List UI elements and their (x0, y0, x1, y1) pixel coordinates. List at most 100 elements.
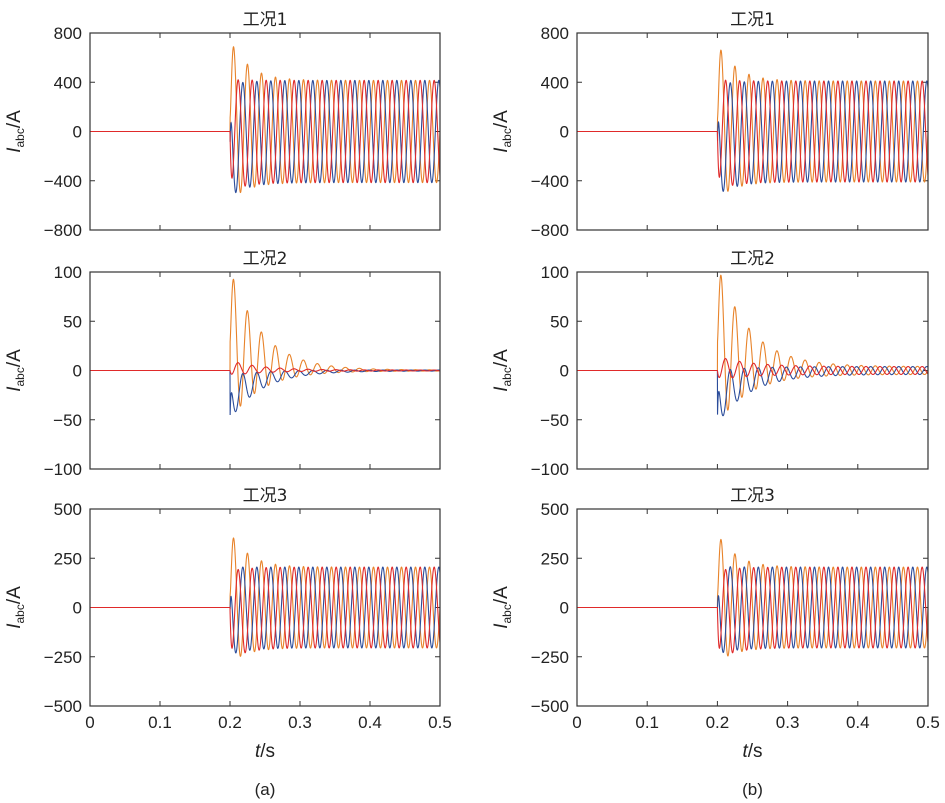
y-axis-label-unit: /A (4, 586, 25, 604)
x-tick-label: 0.5 (916, 713, 940, 732)
x-tick-label: 0.1 (148, 713, 172, 732)
series-line-3 (577, 358, 928, 379)
x-tick-label: 0 (85, 713, 94, 732)
y-axis-label-symbol: I (4, 623, 25, 629)
y-axis-label: Iabc/A (491, 110, 514, 153)
y-tick-label: 500 (54, 500, 82, 519)
x-axis-label-symbol: t (742, 741, 748, 762)
x-axis-label: t/s (255, 741, 275, 762)
panel-caption: (a) (255, 780, 276, 799)
y-tick-label: −250 (531, 648, 569, 667)
axes-frame (89, 271, 441, 470)
y-axis-label: Iabc/A (491, 349, 514, 392)
x-tick-label: 0.5 (428, 713, 452, 732)
y-tick-label: 500 (541, 500, 569, 519)
x-tick-label: 0.3 (776, 713, 800, 732)
series-line-3 (577, 79, 928, 186)
series-line-2 (90, 369, 440, 416)
y-tick-label: 50 (63, 312, 82, 331)
y-tick-label: 50 (550, 312, 569, 331)
panel-title: 工况3 (730, 486, 775, 506)
y-axis-label-symbol: I (491, 147, 512, 153)
y-axis-label-subscript: abc (500, 604, 514, 623)
y-axis-label-subscript: abc (13, 128, 27, 147)
y-axis-label: Iabc/A (491, 586, 514, 629)
y-axis-label-unit: /A (4, 110, 25, 128)
y-axis-label-subscript: abc (500, 128, 514, 147)
y-tick-label: −100 (531, 460, 569, 479)
y-tick-label: −100 (44, 460, 82, 479)
x-tick-label: 0.4 (358, 713, 382, 732)
x-axis-label-symbol: t (255, 741, 261, 762)
y-axis-label-unit: /A (4, 349, 25, 367)
panel-1: 工况1 800 400 0 −400 −800 Iabc/A (4, 10, 441, 240)
y-axis-label: Iabc/A (4, 586, 27, 629)
y-axis-label-symbol: I (4, 147, 25, 153)
x-axis-label-unit: /s (748, 741, 763, 762)
y-tick-label: 100 (541, 263, 569, 282)
y-axis-label-symbol: I (491, 386, 512, 392)
x-tick-label: 0.2 (706, 713, 730, 732)
y-axis-label-subscript: abc (13, 604, 27, 623)
panel-5: 工况2 100 50 0 −50 −100 Iabc/A (491, 249, 929, 479)
y-tick-label: −50 (540, 411, 569, 430)
panel-title: 工况2 (243, 249, 288, 269)
panel-title: 工况1 (730, 10, 775, 30)
y-tick-label: −400 (44, 172, 82, 191)
y-axis-label-unit: /A (491, 586, 512, 604)
y-axis-label-subscript: abc (500, 367, 514, 386)
x-tick-label: 0.3 (288, 713, 312, 732)
panel-title: 工况2 (730, 249, 775, 269)
y-tick-label: 0 (73, 599, 82, 618)
y-tick-label: −250 (44, 648, 82, 667)
x-axis-label-unit: /s (260, 741, 275, 762)
y-tick-label: −500 (44, 697, 82, 716)
x-tick-label: 0.1 (635, 713, 659, 732)
axes-frame (576, 32, 929, 231)
panel-title: 工况3 (243, 486, 288, 506)
panel-4: 工况1 800 400 0 −400 −800 Iabc/A (491, 10, 929, 240)
x-tick-label: 0.2 (218, 713, 242, 732)
x-axis-label: t/s (742, 741, 762, 762)
series-line-3 (90, 79, 440, 187)
x-tick-label: 0.4 (846, 713, 870, 732)
y-axis-label-unit: /A (491, 349, 512, 367)
axes-frame (576, 271, 929, 470)
y-axis-label-symbol: I (4, 386, 25, 392)
y-tick-label: 400 (541, 73, 569, 92)
y-axis-label-symbol: I (491, 623, 512, 629)
y-tick-label: 0 (73, 123, 82, 142)
y-tick-label: 100 (54, 263, 82, 282)
axes-frame (576, 508, 929, 707)
y-axis-label-unit: /A (491, 110, 512, 128)
series-line-3 (577, 566, 928, 654)
y-tick-label: −400 (531, 172, 569, 191)
panel-caption: (b) (742, 780, 763, 799)
y-tick-label: −800 (531, 221, 569, 240)
y-tick-label: 800 (541, 24, 569, 43)
y-tick-label: 0 (560, 123, 569, 142)
y-tick-label: −500 (531, 697, 569, 716)
y-tick-label: 0 (560, 362, 569, 381)
series-line-3 (90, 362, 440, 375)
series-line-3 (90, 566, 440, 654)
y-axis-label-subscript: abc (13, 367, 27, 386)
y-tick-label: −50 (53, 411, 82, 430)
y-axis-label: Iabc/A (4, 110, 27, 153)
axes-frame (89, 508, 441, 707)
y-tick-label: −800 (44, 221, 82, 240)
series-line-2 (577, 366, 928, 417)
y-tick-label: 0 (73, 362, 82, 381)
panel-title: 工况1 (243, 10, 288, 30)
y-tick-label: 800 (54, 24, 82, 43)
panel-2: 工况2 100 50 0 −50 −100 Iabc/A (4, 249, 441, 479)
y-tick-label: 0 (560, 599, 569, 618)
axes-frame (89, 32, 441, 231)
x-tick-label: 0 (572, 713, 581, 732)
y-tick-label: 400 (54, 73, 82, 92)
y-tick-label: 250 (54, 549, 82, 568)
y-axis-label: Iabc/A (4, 349, 27, 392)
